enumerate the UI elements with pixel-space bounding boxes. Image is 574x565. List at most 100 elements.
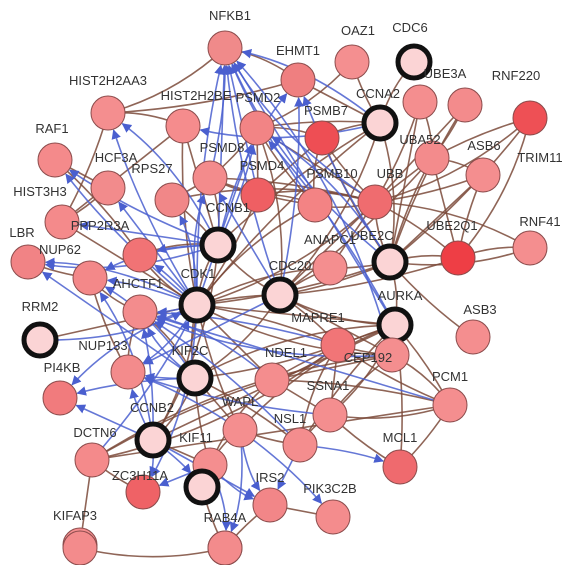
- gene-node-mapre1[interactable]: [320, 327, 356, 363]
- gene-node-pcm1[interactable]: [432, 387, 468, 423]
- gene-node-zc3h11a[interactable]: [125, 474, 161, 510]
- gene-label-raf1: RAF1: [35, 121, 68, 136]
- gene-node-asb6[interactable]: [465, 157, 501, 193]
- gene-node-mcl1[interactable]: [382, 449, 418, 485]
- regulation-edge: [236, 60, 393, 356]
- interaction-edge: [217, 122, 381, 246]
- interaction-edge: [107, 79, 299, 114]
- gene-node-ppp2r3a[interactable]: [122, 237, 158, 273]
- regulation-edge: [217, 65, 229, 246]
- gene-label-rnf220: RNF220: [492, 68, 540, 83]
- gene-label-psmb7: PSMB7: [304, 103, 348, 118]
- gene-label-hist2h2be: HIST2H2BE: [161, 88, 232, 103]
- gene-node-rps27[interactable]: [154, 182, 190, 218]
- gene-node-hist3h3[interactable]: [44, 204, 80, 240]
- gene-labels: NFKB1 EHMT1 OAZ1 CDC6 HIST2H2AA3 HIST2H2BE PSM…: [9, 8, 562, 525]
- regulation-edge: [121, 123, 219, 246]
- gene-label-nup133: NUP133: [78, 338, 127, 353]
- gene-label-kif2c: KIF2C: [172, 343, 209, 358]
- gene-node-cdc6[interactable]: [395, 43, 433, 81]
- gene-label-mcl1: MCL1: [383, 430, 418, 445]
- gene-node-nfkb1[interactable]: [207, 30, 243, 66]
- gene-node-ehmt1[interactable]: [280, 62, 316, 98]
- interaction-edge: [194, 324, 396, 379]
- gene-node-ahctf1[interactable]: [122, 294, 158, 330]
- gene-node-rrm2[interactable]: [21, 321, 59, 359]
- gene-node-kif2c[interactable]: [176, 359, 214, 397]
- gene-node-psmb7[interactable]: [304, 120, 340, 156]
- gene-node-rnf220[interactable]: [447, 87, 483, 123]
- gene-node-dctn6[interactable]: [74, 442, 110, 478]
- gene-node-aurka[interactable]: [376, 306, 414, 344]
- gene-node-ube3a[interactable]: [402, 84, 438, 120]
- gene-node-ccnb2[interactable]: [134, 421, 172, 459]
- gene-label-ube2q1: UBE2Q1: [426, 218, 477, 233]
- gene-node-hist2h2aa3[interactable]: [90, 95, 126, 131]
- regulation-edge: [156, 315, 451, 406]
- gene-node-ccna2[interactable]: [361, 104, 399, 142]
- regulation-edge: [45, 257, 198, 306]
- gene-node-cdk1[interactable]: [178, 286, 216, 324]
- gene-label-kif11: KIF11: [179, 430, 213, 445]
- gene-label-pi4kb: PI4KB: [44, 360, 81, 375]
- gene-node-bot2[interactable]: [207, 530, 243, 565]
- gene-label-mapre1: MAPRE1: [291, 310, 344, 325]
- gene-label-psmd8: PSMD8: [200, 140, 245, 155]
- gene-node-nup133[interactable]: [110, 354, 146, 390]
- gene-node-nsl1[interactable]: [282, 427, 318, 463]
- regulation-edge: [41, 271, 196, 379]
- gene-label-oaz1: OAZ1: [341, 23, 375, 38]
- gene-node-psmd2[interactable]: [239, 110, 275, 146]
- interaction-edge: [389, 101, 421, 263]
- gene-node-psmd8[interactable]: [192, 160, 228, 196]
- gene-label-ccna2: CCNA2: [356, 86, 400, 101]
- regulation-edge: [143, 294, 281, 365]
- gene-node-cdc20[interactable]: [261, 276, 299, 314]
- gene-node-asb3[interactable]: [455, 319, 491, 355]
- regulation-edge: [222, 64, 281, 296]
- gene-node-psmb10[interactable]: [297, 187, 333, 223]
- gene-label-ccnb2: CCNB2: [130, 400, 174, 415]
- gene-node-hist2h2be[interactable]: [165, 108, 201, 144]
- gene-node-kif18[interactable]: [183, 468, 221, 506]
- gene-node-anapc1[interactable]: [312, 250, 348, 286]
- gene-node-uba52[interactable]: [414, 140, 450, 176]
- gene-label-rps27: RPS27: [131, 161, 172, 176]
- gene-node-pi4kb[interactable]: [42, 380, 78, 416]
- gene-label-trim11: TRIM11: [517, 150, 562, 165]
- gene-label-hist2h2aa3: HIST2H2AA3: [69, 73, 147, 88]
- gene-node-ndel1[interactable]: [254, 362, 290, 398]
- interaction-edge: [457, 117, 531, 259]
- interaction-edge: [196, 304, 396, 326]
- gene-label-nfkb1: NFKB1: [209, 8, 251, 23]
- gene-node-cep192[interactable]: [374, 337, 410, 373]
- gene-label-ube3a: UBE3A: [424, 66, 467, 81]
- gene-node-pik3c2b[interactable]: [315, 499, 351, 535]
- gene-nodes: [10, 30, 548, 565]
- gene-node-irs2[interactable]: [252, 487, 288, 523]
- gene-node-ube2q1[interactable]: [440, 240, 476, 276]
- interaction-edge: [152, 244, 219, 441]
- gene-node-bot1[interactable]: [62, 530, 98, 565]
- gene-label-ubb: UBB: [377, 166, 404, 181]
- gene-node-ube2c[interactable]: [371, 243, 409, 281]
- interaction-edge: [374, 117, 531, 203]
- gene-label-cdk1: CDK1: [181, 266, 216, 281]
- gene-node-ssna1[interactable]: [312, 397, 348, 433]
- interaction-edge: [91, 379, 273, 461]
- gene-node-oaz1[interactable]: [334, 44, 370, 80]
- gene-node-raf1[interactable]: [37, 142, 73, 178]
- gene-node-wapl[interactable]: [222, 412, 258, 448]
- gene-node-rnf41[interactable]: [512, 230, 548, 266]
- gene-label-aurka: AURKA: [378, 288, 423, 303]
- gene-node-lbr[interactable]: [10, 244, 46, 280]
- gene-label-pcm1: PCM1: [432, 369, 468, 384]
- gene-node-hcfc3a[interactable]: [90, 170, 126, 206]
- gene-node-ubb[interactable]: [357, 184, 393, 220]
- gene-node-nup62[interactable]: [72, 260, 108, 296]
- regulation-edge: [71, 304, 198, 386]
- gene-node-psmd4[interactable]: [240, 177, 276, 213]
- gene-node-ccnb1[interactable]: [199, 226, 237, 264]
- gene-label-nup62: NUP62: [39, 242, 81, 257]
- gene-node-trim11[interactable]: [512, 100, 548, 136]
